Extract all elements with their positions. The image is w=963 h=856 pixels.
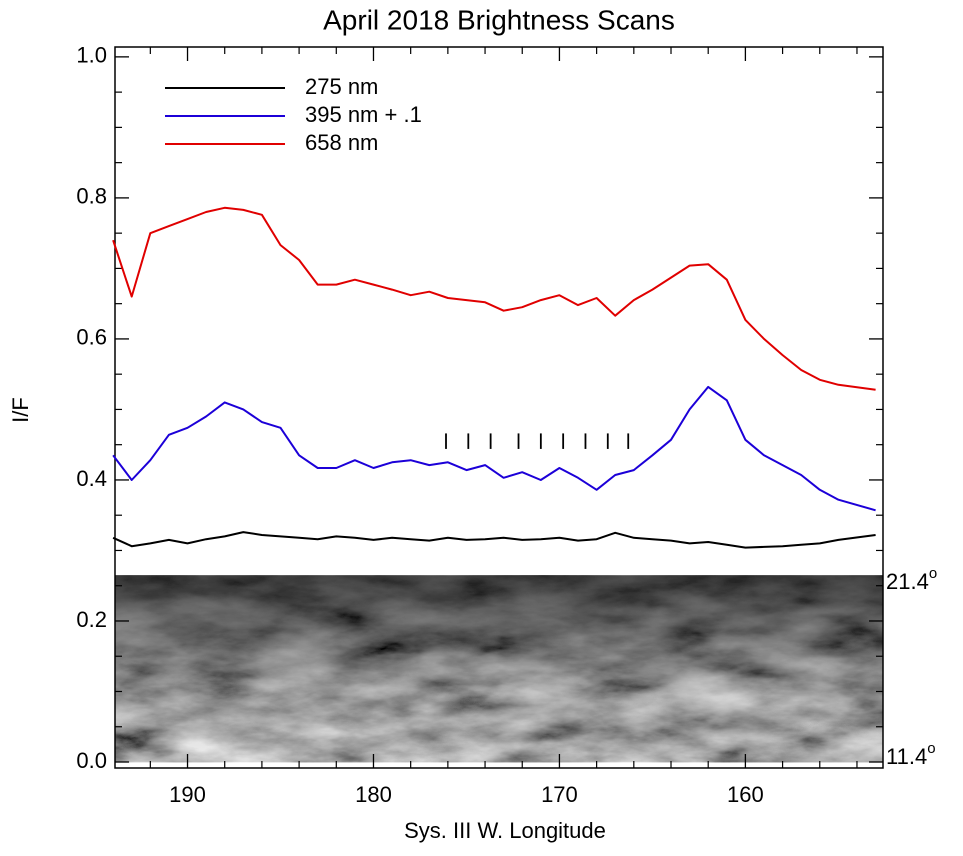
plot-frame	[114, 46, 884, 769]
x-tick-label: 170	[541, 782, 578, 807]
legend-label: 658 nm	[305, 130, 378, 155]
y-tick-label: 0.8	[76, 184, 107, 209]
y-tick-label: 0.4	[76, 466, 107, 491]
series-line	[112, 531, 876, 549]
x-tick-label: 190	[169, 782, 206, 807]
image-latitude-label: 11.4o	[886, 740, 936, 769]
chart-title: April 2018 Brightness Scans	[323, 4, 675, 35]
x-tick-label: 160	[727, 782, 764, 807]
legend-label: 395 nm + .1	[305, 102, 422, 127]
series-line	[112, 385, 876, 512]
image-latitude-label: 21.4o	[886, 565, 937, 594]
degree-sign: o	[927, 740, 935, 757]
x-axis-label: Sys. III W. Longitude	[404, 818, 606, 843]
belt-image	[115, 575, 883, 763]
y-tick-label: 0.0	[76, 748, 107, 773]
y-axis-label: I/F	[8, 397, 33, 423]
y-tick-label: 0.6	[76, 325, 107, 350]
x-tick-label: 180	[355, 782, 392, 807]
degree-sign: o	[929, 565, 937, 582]
y-tick-label: 0.2	[76, 607, 107, 632]
legend-label: 275 nm	[305, 74, 378, 99]
latitude-value: 11.4	[886, 744, 927, 769]
series-line	[112, 206, 876, 391]
latitude-value: 21.4	[886, 569, 929, 594]
y-tick-label: 1.0	[76, 43, 107, 68]
